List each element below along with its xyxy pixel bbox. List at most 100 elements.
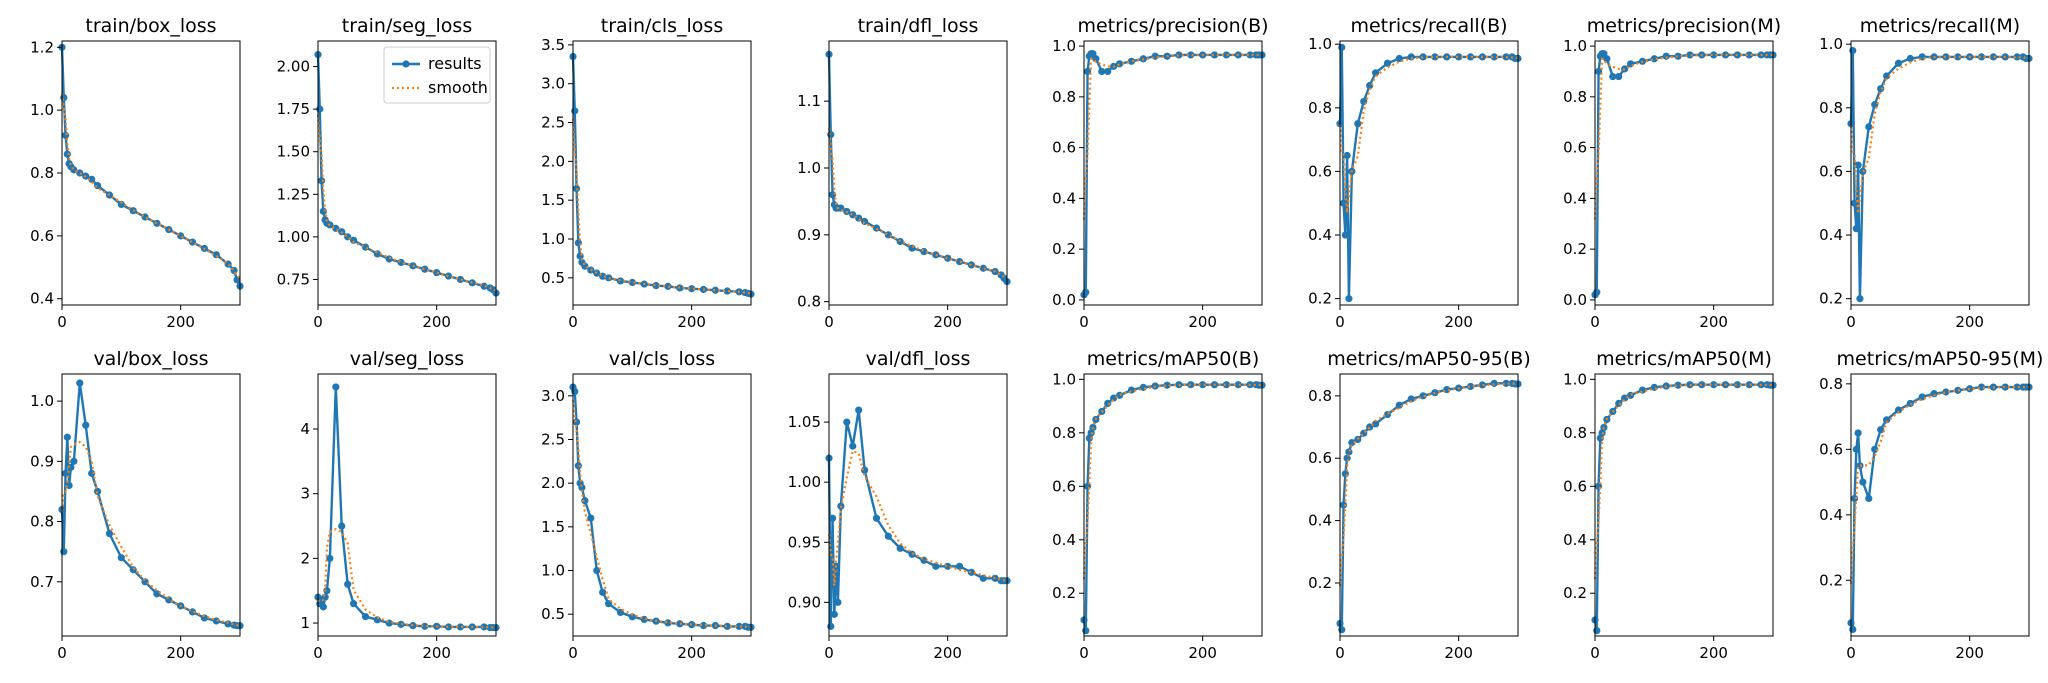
y-tick-label: 0.8 <box>1308 387 1332 405</box>
y-tick-label: 0.6 <box>1563 477 1587 495</box>
results-point <box>1343 151 1351 160</box>
results-point <box>1341 231 1349 239</box>
results-point <box>1954 53 1962 61</box>
y-tick-label: 1.0 <box>1563 370 1587 388</box>
results-point <box>2001 383 2009 391</box>
results-point <box>397 620 405 628</box>
chart-panel: val/dfl_loss 0 200 0.90 0.95 1.00 1.05 <box>788 348 1011 662</box>
results-point <box>480 623 488 631</box>
results-point <box>1849 46 1857 55</box>
results-point <box>1098 67 1106 76</box>
results-point <box>1455 53 1463 61</box>
y-tick-label: 1.0 <box>1308 35 1332 53</box>
results-point <box>1199 381 1207 389</box>
axes-frame <box>1594 40 1774 306</box>
x-tick-label: 0 <box>1079 313 1089 331</box>
chart-panel: metrics/mAP50-95(M) 0 200 0.2 0.4 0.6 0.8 <box>1819 348 2043 662</box>
y-tick-label: 1.0 <box>797 159 821 177</box>
results-point <box>1686 51 1694 59</box>
results-point <box>884 231 892 239</box>
x-tick-label: 0 <box>824 644 834 662</box>
results-point <box>1871 445 1879 453</box>
y-tick-label: 0.8 <box>1052 88 1076 106</box>
panel-title: metrics/precision(M) <box>1587 15 1781 37</box>
results-point <box>688 285 696 293</box>
y-tick-label: 0.75 <box>277 270 310 288</box>
results-point <box>61 469 70 477</box>
results-point <box>1745 51 1753 59</box>
results-point <box>1865 123 1873 131</box>
results-point <box>1883 72 1891 80</box>
results-point <box>456 623 464 631</box>
x-tick-label: 200 <box>933 313 962 331</box>
chart-panel: train/seg_loss 0 200 0.75 1.00 1.25 1.50 1.75 2.… <box>277 15 500 331</box>
results-point <box>1187 381 1195 389</box>
x-tick-label: 0 <box>1335 313 1345 331</box>
legend: results smooth <box>383 46 491 104</box>
y-tick-label: 1.0 <box>541 562 565 580</box>
y-tick-label: 0.8 <box>1819 99 1843 117</box>
results-point <box>326 554 334 562</box>
y-tick-label: 0.2 <box>1308 574 1332 592</box>
results-point <box>1419 392 1427 400</box>
axes-frame <box>828 373 1008 637</box>
results-point <box>1883 416 1891 424</box>
results-point <box>1859 478 1867 486</box>
results-point <box>319 603 327 611</box>
results-point <box>63 433 71 441</box>
results-point <box>344 580 352 588</box>
smooth-series-line <box>1082 383 1263 580</box>
results-point <box>1338 43 1346 51</box>
y-tick-label: 1.25 <box>277 185 310 203</box>
y-tick-label: 1.75 <box>277 100 310 118</box>
results-point <box>385 255 393 263</box>
results-point <box>908 244 916 252</box>
results-point <box>855 406 863 414</box>
results-point <box>571 387 579 396</box>
results-point <box>572 184 581 193</box>
x-tick-label: 200 <box>1444 313 1473 331</box>
results-point <box>872 514 881 522</box>
results-point <box>1104 67 1112 76</box>
x-tick-label: 200 <box>166 313 195 331</box>
y-tick-label: 0.8 <box>1052 424 1076 442</box>
results-point <box>1163 381 1171 389</box>
smooth-series-line <box>317 528 497 629</box>
y-tick-label: 0.9 <box>30 452 54 470</box>
results-point <box>1345 295 1353 303</box>
results-point <box>350 600 358 608</box>
y-tick-label: 0.6 <box>30 227 54 245</box>
results-point <box>884 532 892 540</box>
axes-frame <box>1083 373 1263 637</box>
results-point <box>1906 399 1914 408</box>
results-point <box>1092 55 1100 63</box>
chart-panel: val/seg_loss 0 200 1 2 3 4 <box>300 348 500 662</box>
results-point <box>955 562 964 570</box>
y-tick-label: 0.8 <box>1308 99 1332 117</box>
results-point <box>711 286 720 294</box>
x-tick-label: 200 <box>1955 644 1984 662</box>
results-point <box>1733 381 1741 389</box>
results-point <box>1615 72 1623 81</box>
x-tick-label: 200 <box>1699 644 1728 662</box>
results-point <box>1849 625 1857 634</box>
chart-panel: metrics/precision(B) 0 200 0.0 0.2 0.4 0.6 0.8 1… <box>1052 15 1268 331</box>
results-point <box>1930 390 1938 398</box>
y-tick-label: 0.2 <box>1563 584 1587 602</box>
results-point <box>323 587 331 595</box>
results-point <box>94 181 102 190</box>
results-point <box>955 257 964 266</box>
results-point <box>444 623 453 631</box>
axes-frame <box>1850 40 2030 306</box>
y-tick-label: 0.2 <box>1819 571 1843 589</box>
results-point <box>896 544 904 552</box>
results-point <box>117 554 125 562</box>
results-point <box>1246 51 1254 59</box>
panel-title: metrics/precision(B) <box>1077 15 1268 37</box>
panel-title: metrics/mAP50-95(B) <box>1327 348 1531 370</box>
smooth-series-line <box>1849 386 2029 584</box>
panel-title: train/box_loss <box>85 15 216 37</box>
x-tick-label: 200 <box>1188 313 1217 331</box>
results-point <box>827 622 835 630</box>
results-point <box>599 588 607 596</box>
